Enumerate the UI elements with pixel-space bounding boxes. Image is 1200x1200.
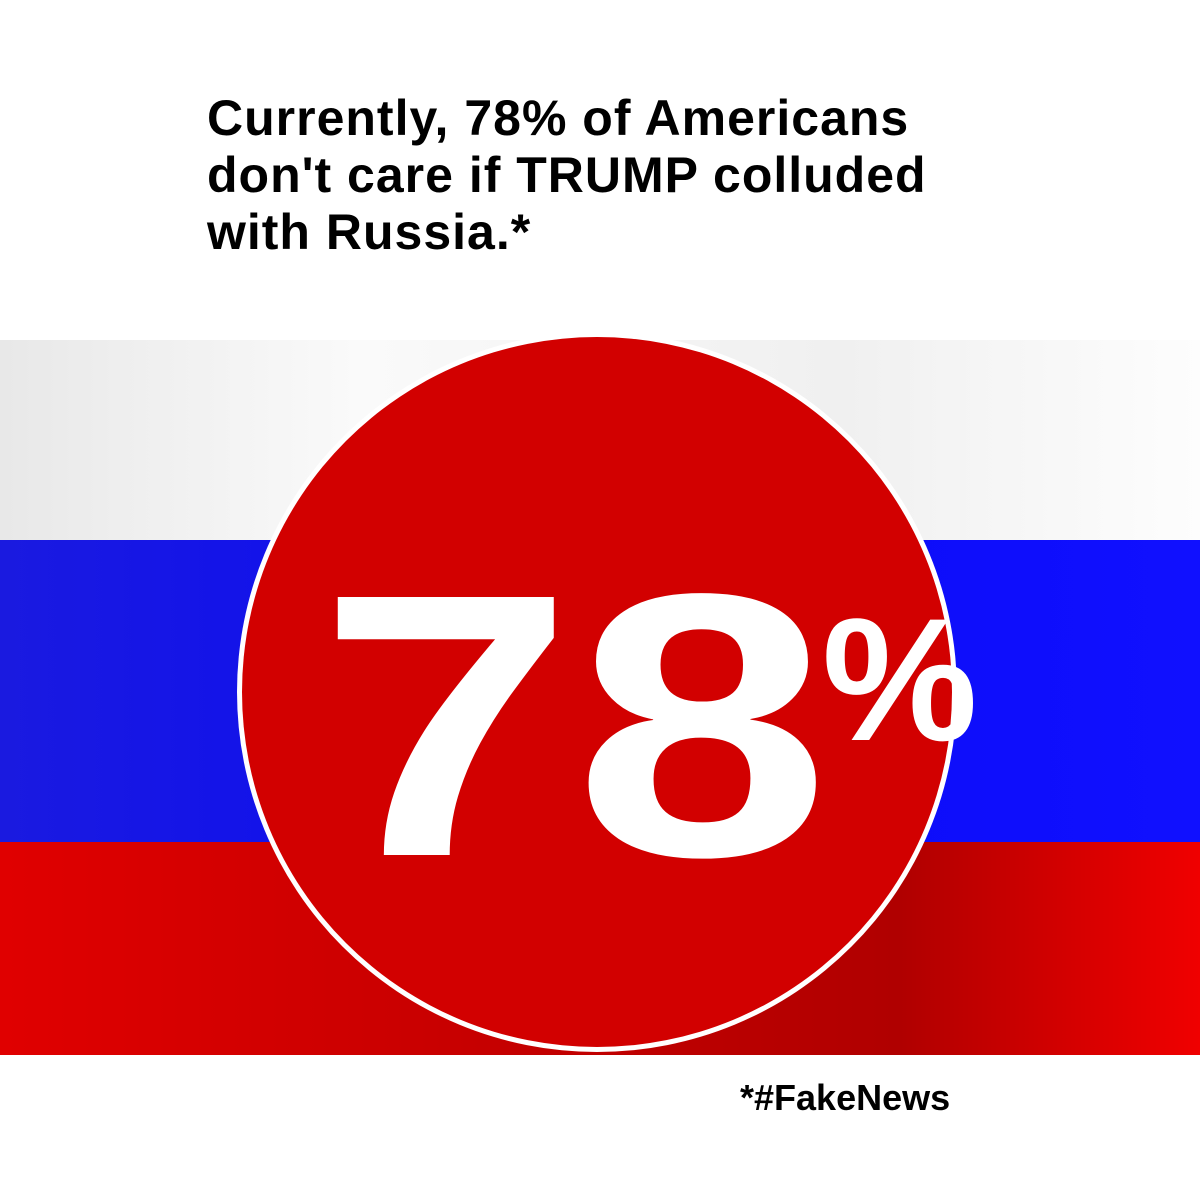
headline-line: with Russia.* [206,204,531,260]
headline-line: Currently, 78% of Americans [207,90,909,146]
badge [242,337,952,1047]
footnote: *#FakeNews [740,1077,950,1118]
badge-unit: % [822,583,978,778]
headline-line: don't care if TRUMP colluded [207,147,927,203]
badge-number: 78 [318,517,830,935]
